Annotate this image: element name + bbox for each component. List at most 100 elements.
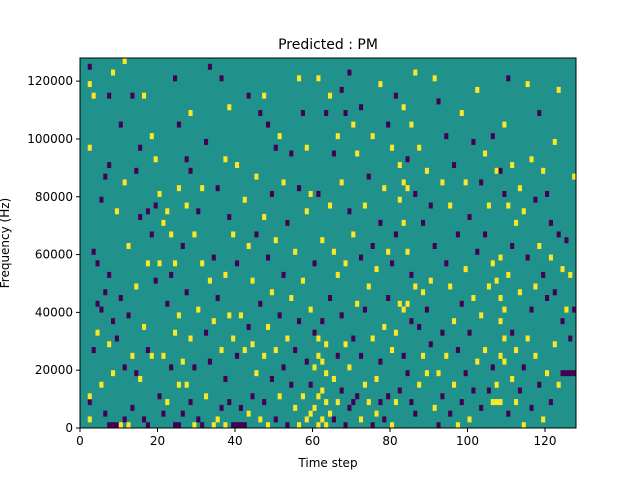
heatmap-cell [359,254,364,261]
heatmap-cell [378,358,383,365]
heatmap-cell [355,393,360,400]
heatmap-cell [556,381,561,388]
heatmap-cell [173,422,178,429]
heatmap-cell [316,75,321,82]
heatmap-cell [324,370,329,377]
heatmap-cell [382,323,387,330]
heatmap-cell [173,329,178,336]
heatmap-cell [366,173,371,180]
heatmap-cell [440,179,445,186]
heatmap-cell [545,370,550,377]
y-tick-label: 60000 [35,248,73,262]
heatmap-cell [479,179,484,186]
heatmap-cell [269,375,274,382]
x-tick-label: 20 [150,434,165,448]
heatmap-cell [149,133,154,140]
plot-frame [79,57,577,429]
heatmap-cell [459,300,464,307]
heatmap-cell [173,75,178,82]
heatmap-cell [304,416,309,423]
heatmap-cell [506,202,511,209]
heatmap-cell [196,416,201,423]
heatmap-cell [242,422,247,429]
heatmap-cell [405,370,410,377]
heatmap-cell [490,364,495,371]
heatmap-cell [525,335,530,342]
heatmap-cell [436,98,441,105]
heatmap-cell [103,410,108,417]
heatmap-cell [401,104,406,111]
heatmap-cell [378,219,383,226]
heatmap-cell [564,370,569,377]
heatmap-cell [134,370,139,377]
heatmap-cell [134,167,139,174]
heatmap-cell [541,271,546,278]
heatmap-cell [525,81,530,88]
heatmap-cell [533,283,538,290]
heatmap-cell [459,399,464,406]
heatmap-cell [556,86,561,93]
heatmap-cell [87,81,92,88]
heatmap-cell [382,416,387,423]
heatmap-cell [506,271,511,278]
heatmap-cell [192,364,197,371]
heatmap-cell [335,352,340,359]
heatmap-cell [281,364,286,371]
heatmap-cell [335,133,340,140]
heatmap-cell [138,144,143,151]
heatmap-cell [91,248,96,255]
heatmap-cell [122,364,127,371]
heatmap-cell [366,283,371,290]
heatmap-cell [548,399,553,406]
heatmap-cell [393,231,398,238]
heatmap-cell [390,422,395,429]
heatmap-cell [331,248,336,255]
heatmap-cell [331,416,336,423]
heatmap-cell [312,260,317,267]
heatmap-cell [331,375,336,382]
heatmap-cell [312,329,317,336]
heatmap-cell [521,208,526,215]
heatmap-cell [347,404,352,411]
heatmap-cell [297,318,302,325]
heatmap-cell [393,92,398,99]
heatmap-cell [297,75,302,82]
heatmap-cell [176,185,181,192]
x-axis-ticks: 0 20 40 60 80 100 120 [76,428,556,448]
heatmap-cell [262,214,267,221]
heatmap-cell [238,422,243,429]
heatmap-cell [533,196,538,203]
heatmap-cell [343,110,348,117]
heatmap-cell [517,185,522,192]
heatmap-cell [397,387,402,394]
heatmap-cell [498,399,503,406]
heatmap-cell [235,260,240,267]
heatmap-cell [277,133,282,140]
heatmap-cell [316,393,321,400]
heatmap-cell [107,92,112,99]
y-tick-label: 0 [65,421,73,435]
heatmap-cell [409,318,414,325]
heatmap-cell [328,202,333,209]
heatmap-cell [510,162,515,169]
heatmap-cell [227,312,232,319]
heatmap-cell [289,295,294,302]
heatmap-cell [475,248,480,255]
heatmap-cell [413,69,418,76]
heatmap-cell [188,399,193,406]
heatmap-cell [316,352,321,359]
heatmap-cell [401,306,406,313]
heatmap-cell [386,393,391,400]
heatmap-cell [362,202,367,209]
heatmap-cell [142,323,147,330]
heatmap-cell [238,312,243,319]
heatmap-cell [510,243,515,249]
heatmap-cell [343,341,348,348]
heatmap-cell [130,352,135,359]
heatmap-cell [401,219,406,226]
heatmap-cell [289,381,294,388]
heatmap-cell [413,190,418,197]
heatmap-cell [111,422,116,429]
heatmap-cell [324,422,329,429]
heatmap-cell [463,266,468,273]
